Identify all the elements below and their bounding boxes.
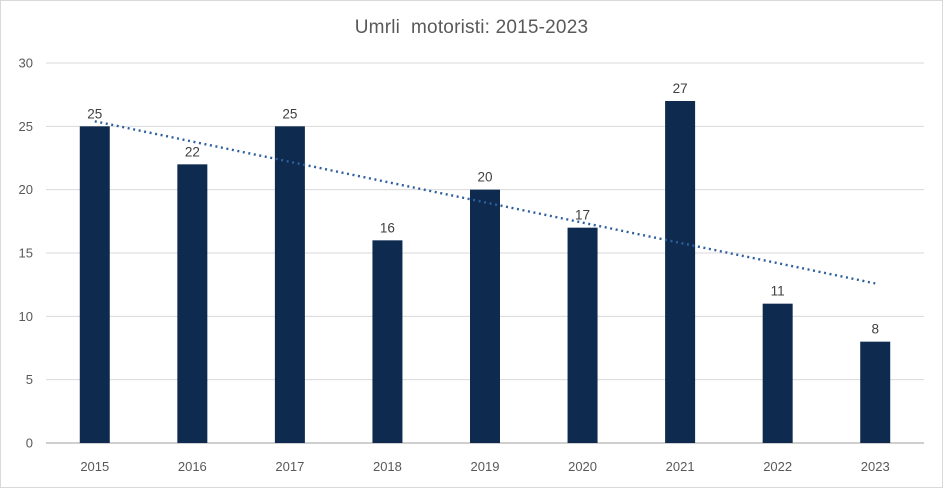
- x-tick-label: 2019: [471, 459, 500, 474]
- bar-value-label: 11: [771, 284, 785, 299]
- bar-2022: [762, 303, 793, 443]
- chart-title: Umrli motoristi: 2015-2023: [354, 17, 589, 38]
- y-tick-label: 0: [26, 436, 33, 451]
- y-tick-label: 30: [19, 56, 33, 71]
- y-tick-label: 15: [19, 246, 33, 261]
- y-tick-label: 5: [26, 372, 33, 387]
- y-tick-label: 25: [19, 119, 33, 134]
- bar-value-label: 25: [87, 106, 102, 121]
- bar-2017: [274, 126, 305, 443]
- x-tick-label: 2023: [861, 459, 890, 474]
- bar-value-label: 17: [575, 208, 590, 223]
- bar-2021: [665, 101, 696, 443]
- bar-2015: [79, 126, 110, 443]
- x-tick-label: 2015: [80, 459, 109, 474]
- x-tick-label: 2017: [275, 459, 304, 474]
- y-tick-label: 20: [19, 182, 33, 197]
- x-tick-label: 2016: [178, 459, 207, 474]
- x-tick-label: 2020: [568, 459, 597, 474]
- bar-value-label: 27: [673, 81, 688, 96]
- bar-value-label: 22: [185, 144, 200, 159]
- bar-value-label: 16: [380, 220, 395, 235]
- x-tick-label: 2018: [373, 459, 402, 474]
- bar-value-label: 8: [871, 322, 879, 337]
- bar-2023: [860, 341, 891, 443]
- bar-value-label: 20: [477, 170, 492, 185]
- bars-group: 25 22 25 16 20 17 27 11 8: [79, 81, 891, 444]
- bar-2018: [372, 240, 403, 443]
- trendline-group: [94, 120, 876, 285]
- bar-2020: [567, 227, 598, 443]
- x-tick-label: 2022: [763, 459, 792, 474]
- bar-2016: [177, 164, 208, 444]
- bar-2019: [470, 189, 500, 443]
- trendline: [94, 120, 876, 285]
- y-tick-label: 10: [19, 309, 33, 324]
- bar-value-label: 25: [282, 106, 297, 121]
- x-tick-label: 2021: [666, 459, 695, 474]
